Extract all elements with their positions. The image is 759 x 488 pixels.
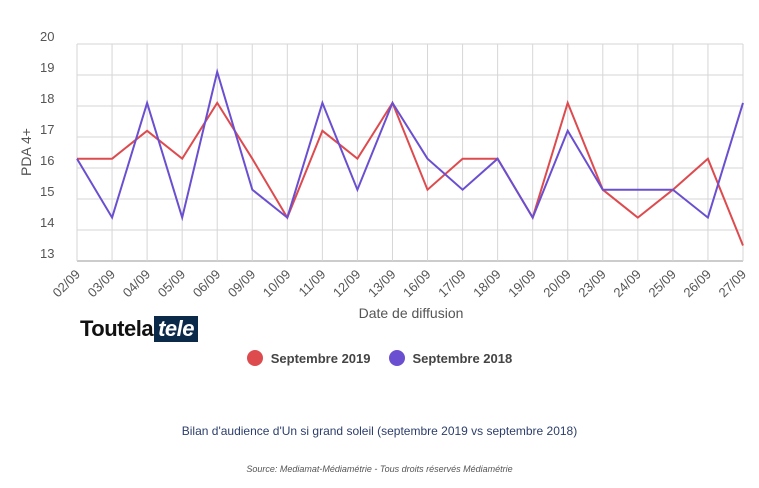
legend-marker-2018 <box>388 350 405 366</box>
y-tick-label: 20 <box>40 29 54 44</box>
y-tick-label: 16 <box>40 153 54 168</box>
chart-legend: Septembre 2019 Septembre 2018 <box>0 350 759 366</box>
x-tick-label: 04/09 <box>120 267 154 301</box>
x-tick-label: 12/09 <box>330 267 364 301</box>
x-tick-label: 18/09 <box>470 267 504 301</box>
x-tick-label: 19/09 <box>505 267 539 301</box>
x-tick-label: 23/09 <box>575 267 609 301</box>
legend-item-2018: Septembre 2018 <box>388 350 513 366</box>
x-tick-label: 17/09 <box>435 267 469 301</box>
x-tick-label: 06/09 <box>190 267 224 301</box>
x-tick-label: 03/09 <box>85 267 119 301</box>
y-tick-label: 14 <box>40 215 54 230</box>
y-axis-ticks: 13 14 15 16 17 18 19 20 <box>40 29 54 261</box>
x-tick-label: 27/09 <box>716 267 750 301</box>
legend-item-2019: Septembre 2019 <box>246 350 371 366</box>
series-line-2019 <box>77 99 744 246</box>
x-tick-label: 24/09 <box>610 267 644 301</box>
source-note: Source: Mediamat-Médiamétrie - Tous droi… <box>246 464 513 474</box>
y-tick-label: 15 <box>40 184 54 199</box>
series-line-2018 <box>76 68 744 222</box>
y-tick-label: 17 <box>40 122 54 137</box>
logo-text-part1: Toutela <box>80 316 154 341</box>
x-tick-label: 13/09 <box>365 267 399 301</box>
x-tick-label: 16/09 <box>400 267 434 301</box>
x-tick-label: 10/09 <box>260 267 294 301</box>
toutelatele-logo: Toutela tele <box>80 315 199 343</box>
x-tick-label: 09/09 <box>225 267 259 301</box>
x-axis-title: Date de diffusion <box>359 305 464 321</box>
logo-text-part2: tele <box>154 316 199 342</box>
x-tick-label: 05/09 <box>155 267 189 301</box>
x-tick-label: 25/09 <box>645 267 679 301</box>
x-tick-label: 20/09 <box>540 267 574 301</box>
x-tick-label: 11/09 <box>296 267 329 300</box>
series-lines <box>76 68 744 246</box>
legend-marker-2019 <box>246 350 263 366</box>
y-tick-label: 18 <box>40 91 54 106</box>
legend-label-2018: Septembre 2018 <box>412 350 513 366</box>
x-tick-label: 02/09 <box>50 267 84 301</box>
y-tick-label: 19 <box>40 60 54 75</box>
x-tick-label: 26/09 <box>680 267 714 301</box>
y-tick-label: 13 <box>40 246 54 261</box>
x-axis-ticks: 02/09 03/09 04/09 05/09 06/09 09/09 10/09 11/09… <box>50 267 750 301</box>
line-chart: 13 14 15 16 17 18 19 20 02/09 03/09 04/09 05/09 06/… <box>18 29 750 321</box>
legend-label-2019: Septembre 2019 <box>270 350 371 366</box>
chart-caption: Bilan d'audience d'Un si grand soleil (s… <box>181 424 578 438</box>
y-axis-title: PDA 4+ <box>18 128 34 176</box>
chart-grid <box>76 43 744 262</box>
